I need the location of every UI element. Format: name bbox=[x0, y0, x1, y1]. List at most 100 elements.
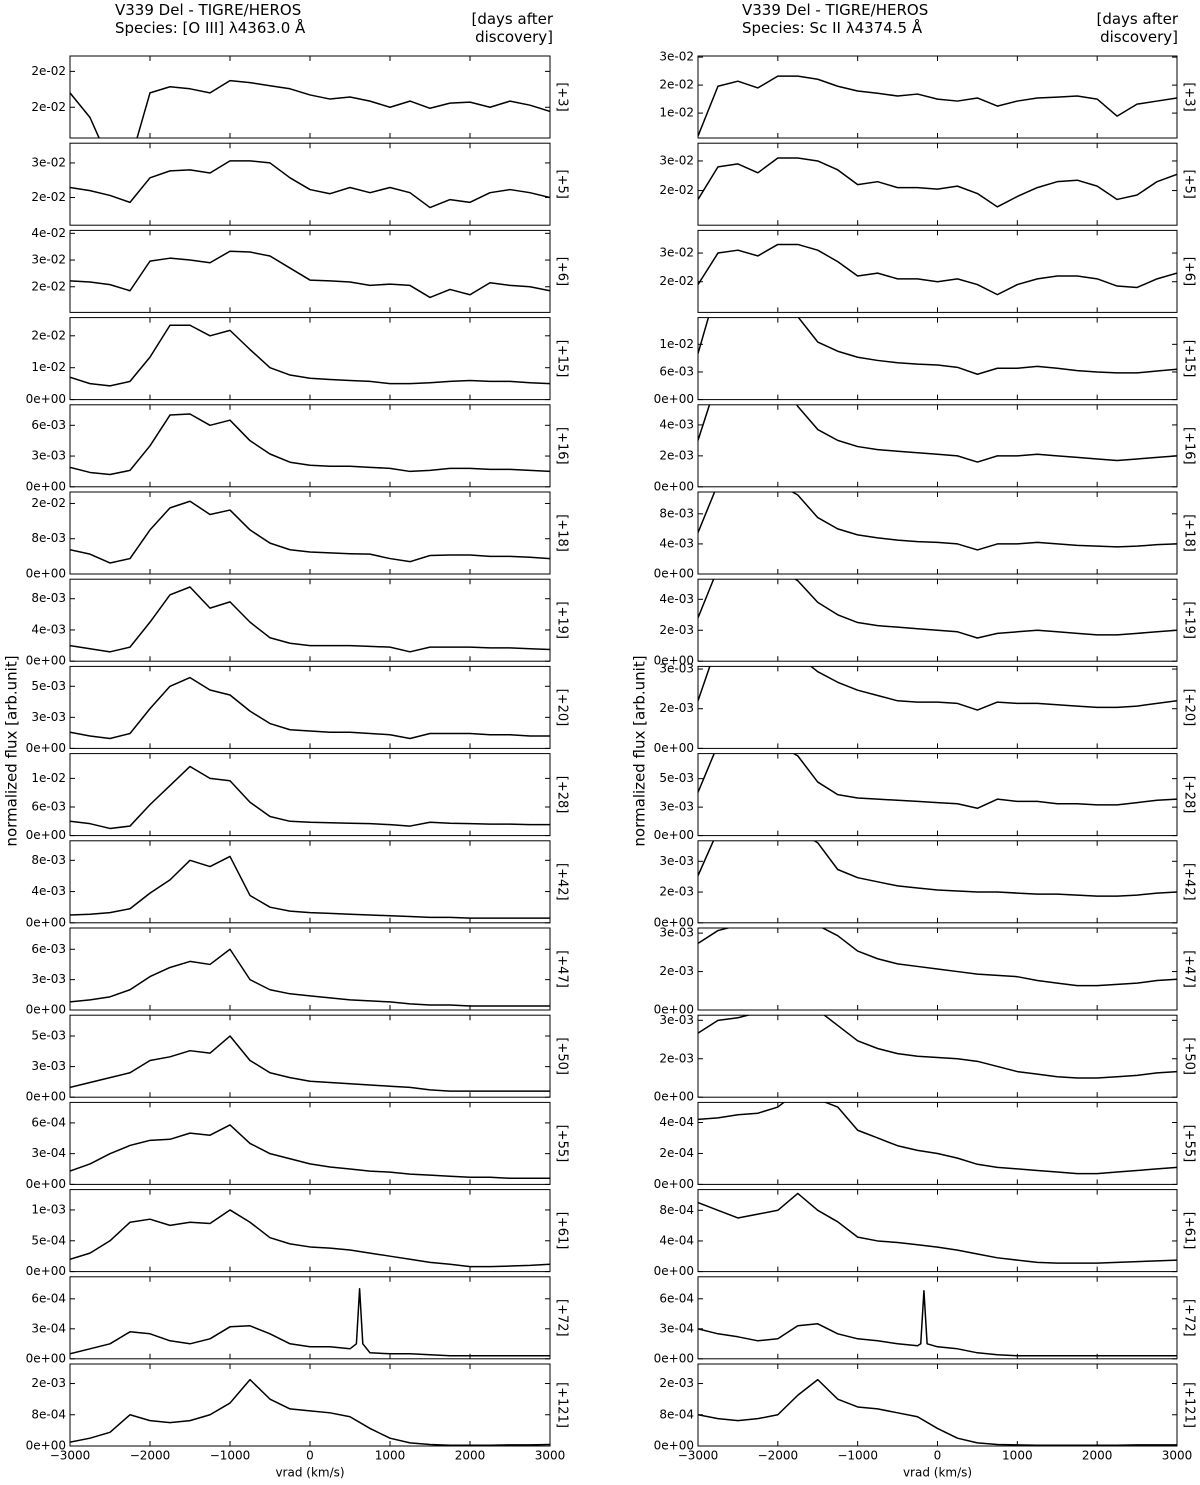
y-tick-label: 4e-03 bbox=[31, 884, 66, 898]
spectrum-line bbox=[70, 1124, 550, 1179]
y-tick-label: 3e-03 bbox=[659, 662, 694, 676]
spectrum-line bbox=[70, 250, 550, 299]
day-label: [+5] bbox=[1182, 170, 1197, 199]
spectrum-line bbox=[70, 413, 550, 476]
panel-frame bbox=[697, 840, 1178, 924]
x-tick-label: 2000 bbox=[1082, 1449, 1113, 1463]
day-label: [+15] bbox=[555, 340, 570, 378]
x-tick-label: 0 bbox=[934, 1449, 942, 1463]
y-tick-label: 6e-04 bbox=[31, 1291, 66, 1305]
panel-frame bbox=[697, 1189, 1178, 1273]
spectrum-line bbox=[70, 676, 550, 740]
panel-frame bbox=[69, 491, 551, 575]
day-label: [+121] bbox=[555, 1382, 570, 1428]
annotation: [days after discovery] bbox=[471, 10, 553, 46]
x-tick-label: 3000 bbox=[535, 1449, 566, 1463]
y-tick-label: 3e-04 bbox=[31, 1146, 66, 1160]
x-tick-label: −3000 bbox=[50, 1449, 91, 1463]
y-tick-label: 3e-02 bbox=[31, 155, 66, 169]
day-label: [+19] bbox=[1182, 601, 1197, 639]
y-tick-label: 0e+00 bbox=[654, 654, 694, 668]
y-tick-label: 0e+00 bbox=[26, 392, 66, 406]
y-tick-label: 1e-03 bbox=[31, 1202, 66, 1216]
day-label: [+61] bbox=[555, 1212, 570, 1250]
y-tick-label: 2e-02 bbox=[659, 183, 694, 197]
day-label: [+42] bbox=[1182, 863, 1197, 901]
y-tick-label: 0e+00 bbox=[26, 654, 66, 668]
y-axis-label: normalized flux [arb.unit] bbox=[631, 655, 649, 846]
y-tick-label: 2e-03 bbox=[659, 701, 694, 715]
day-label: [+15] bbox=[1182, 340, 1197, 378]
y-tick-label: 5e-03 bbox=[31, 679, 66, 693]
spectrum-line bbox=[698, 666, 1177, 711]
spectrum-line bbox=[698, 75, 1177, 137]
spectrum-line bbox=[698, 317, 1177, 376]
y-tick-label: 4e-04 bbox=[659, 1115, 694, 1129]
spectrum-line bbox=[70, 500, 550, 564]
x-tick-label: 3000 bbox=[1162, 1449, 1193, 1463]
panel-frame bbox=[697, 491, 1178, 575]
y-tick-label: 0e+00 bbox=[26, 1003, 66, 1017]
y-tick-label: 6e-03 bbox=[31, 942, 66, 956]
day-label: [+72] bbox=[555, 1299, 570, 1337]
y-tick-label: 2e-02 bbox=[659, 274, 694, 288]
y-tick-label: 8e-04 bbox=[659, 1407, 694, 1421]
y-tick-label: 2e-03 bbox=[659, 1376, 694, 1390]
x-tick-label: −3000 bbox=[678, 1449, 719, 1463]
y-tick-label: 0e+00 bbox=[26, 828, 66, 842]
panel-frame bbox=[69, 55, 551, 139]
y-tick-label: 2e-03 bbox=[659, 1051, 694, 1065]
y-tick-label: 0e+00 bbox=[26, 1439, 66, 1453]
x-tick-label: −2000 bbox=[758, 1449, 799, 1463]
y-tick-label: 6e-03 bbox=[659, 364, 694, 378]
y-tick-label: 2e-02 bbox=[31, 64, 66, 78]
annotation: [days after discovery] bbox=[1096, 10, 1178, 46]
y-tick-label: 4e-03 bbox=[659, 417, 694, 431]
y-tick-label: 0e+00 bbox=[654, 741, 694, 755]
day-label: [+16] bbox=[555, 427, 570, 465]
panel-frame bbox=[697, 317, 1178, 401]
panel-frame bbox=[697, 55, 1178, 139]
x-tick-label: 2000 bbox=[455, 1449, 486, 1463]
y-tick-label: 2e-03 bbox=[31, 1376, 66, 1390]
x-tick-label: 1000 bbox=[1002, 1449, 1033, 1463]
panel-frame bbox=[697, 1014, 1178, 1098]
y-tick-label: 3e-04 bbox=[659, 1321, 694, 1335]
y-tick-label: 8e-03 bbox=[659, 506, 694, 520]
y-tick-label: 3e-04 bbox=[31, 1321, 66, 1335]
y-tick-label: 4e-03 bbox=[659, 536, 694, 550]
y-tick-label: 4e-03 bbox=[659, 592, 694, 606]
y-tick-label: 2e-03 bbox=[659, 623, 694, 637]
y-tick-label: 8e-04 bbox=[659, 1203, 694, 1217]
y-tick-label: 6e-03 bbox=[31, 418, 66, 432]
panel-frame bbox=[697, 1101, 1178, 1185]
day-label: [+5] bbox=[555, 170, 570, 199]
y-tick-label: 0e+00 bbox=[26, 915, 66, 929]
y-tick-label: 0e+00 bbox=[654, 1264, 694, 1278]
y-tick-label: 8e-03 bbox=[31, 853, 66, 867]
spectrum-line bbox=[698, 404, 1177, 463]
panel-frame bbox=[69, 578, 551, 662]
chart-title: V339 Del - TIGRE/HEROS bbox=[115, 1, 302, 19]
spectrum-line bbox=[70, 765, 550, 830]
spectrum-line bbox=[698, 1192, 1177, 1264]
y-tick-label: 2e-02 bbox=[659, 78, 694, 92]
y-tick-label: 2e-02 bbox=[31, 496, 66, 510]
y-tick-label: 4e-04 bbox=[659, 1233, 694, 1247]
y-tick-label: 1e-02 bbox=[31, 771, 66, 785]
panel-frame bbox=[69, 1014, 551, 1098]
spectrum-line bbox=[698, 753, 1177, 810]
panel-frame bbox=[697, 753, 1178, 837]
x-axis-label: vrad (km/s) bbox=[275, 1466, 344, 1480]
day-label: [+61] bbox=[1182, 1212, 1197, 1250]
day-label: [+6] bbox=[555, 257, 570, 286]
y-tick-label: 2e-02 bbox=[31, 100, 66, 114]
spectrum-line bbox=[698, 840, 1177, 897]
day-label: [+3] bbox=[1182, 82, 1197, 111]
y-tick-label: 0e+00 bbox=[654, 479, 694, 493]
panel-frame bbox=[69, 1363, 551, 1447]
day-label: [+16] bbox=[1182, 427, 1197, 465]
y-tick-label: 2e-02 bbox=[31, 190, 66, 204]
panel-frame bbox=[697, 1363, 1178, 1447]
y-tick-label: 0e+00 bbox=[654, 1090, 694, 1104]
